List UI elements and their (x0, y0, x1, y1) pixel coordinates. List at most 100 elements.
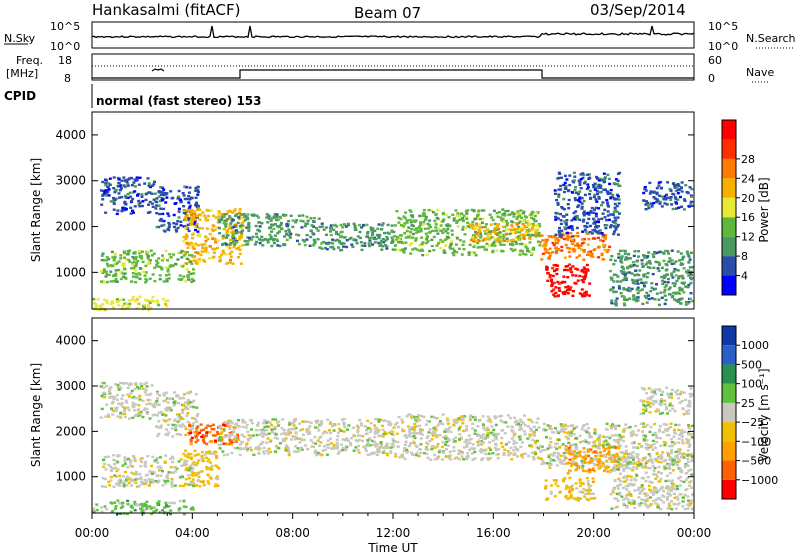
power-cell (222, 228, 226, 231)
power-cell (675, 279, 679, 283)
power-cell (113, 252, 117, 256)
velocity-cell (632, 441, 636, 444)
velocity-cell (489, 448, 493, 451)
velocity-cell (632, 446, 636, 449)
power-cell (402, 250, 406, 253)
velocity-cell (196, 413, 200, 416)
velocity-cell (673, 488, 677, 491)
power-cell (121, 305, 125, 308)
velocity-cell (585, 469, 589, 473)
power-cell (617, 202, 621, 205)
velocity-cell (488, 441, 491, 444)
velocity-cell (425, 441, 429, 444)
velocity-cell (373, 444, 377, 447)
power-cell (271, 239, 275, 242)
power-cell (132, 257, 136, 260)
date-title: 03/Sep/2014 (590, 1, 686, 19)
velocity-cell (354, 446, 358, 449)
velocity-cell (373, 435, 377, 439)
power-cell (532, 229, 536, 232)
velocity-cell (369, 430, 373, 434)
power-cell (217, 212, 221, 215)
velocity-cell (425, 436, 429, 440)
power-cell (592, 217, 595, 221)
velocity-cell (577, 465, 581, 468)
velocity-cell (471, 427, 475, 430)
power-cell (513, 248, 517, 251)
velocity-cell (327, 443, 331, 446)
power-cell (151, 205, 155, 208)
power-cell (583, 180, 587, 183)
velocity-cell (482, 423, 486, 427)
power-cell (618, 184, 622, 187)
power-cell (502, 212, 506, 215)
velocity-cell (682, 452, 686, 455)
velocity-cell (666, 451, 670, 454)
power-cell (102, 281, 106, 284)
power-cell (402, 215, 406, 218)
power-cell (115, 280, 118, 283)
power-cell (605, 190, 609, 193)
velocity-cell (164, 414, 168, 417)
power-cell (150, 299, 154, 302)
power-cell (619, 280, 623, 283)
power-cell (405, 229, 409, 233)
velocity-cell (308, 425, 312, 428)
power-cell (555, 237, 559, 240)
power-cell (435, 216, 439, 220)
power-cell (657, 184, 661, 187)
velocity-cell (499, 419, 503, 423)
velocity-cell (427, 420, 431, 423)
power-cell (646, 201, 650, 205)
velocity-cell (277, 447, 281, 450)
power-cell (247, 223, 251, 226)
power-cell (495, 223, 499, 227)
power-cell (627, 252, 630, 256)
power-cell (435, 244, 439, 247)
power-cell (690, 277, 694, 280)
velocity-cell (564, 435, 568, 438)
power-cell (218, 232, 222, 235)
power-cell (678, 298, 682, 301)
velocity-cell (131, 416, 135, 419)
power-cell (570, 238, 574, 242)
power-cell (566, 231, 569, 235)
velocity-cell (449, 430, 453, 434)
power-cell (540, 234, 544, 237)
power-cell (608, 269, 612, 273)
velocity-cell (391, 431, 395, 434)
velocity-cell (667, 488, 671, 491)
velocity-cell (363, 447, 367, 450)
velocity-cell (380, 444, 383, 447)
power-cell (578, 197, 582, 200)
power-cell (359, 241, 363, 244)
power-cell (663, 280, 667, 284)
power-cell (455, 250, 459, 254)
velocity-cell (244, 446, 248, 449)
velocity-cell (336, 431, 340, 434)
power-cell (554, 233, 558, 236)
power-cell (175, 230, 179, 233)
velocity-cell (401, 421, 405, 424)
velocity-cell (532, 457, 536, 460)
velocity-cell (575, 498, 579, 501)
velocity-cell (362, 445, 366, 448)
velocity-cell (479, 448, 483, 451)
velocity-cell (424, 423, 428, 426)
velocity-cell (407, 444, 411, 448)
velocity-cell (606, 452, 609, 456)
velocity-cell (640, 488, 644, 491)
velocity-cell (574, 453, 577, 456)
power-cell (611, 286, 615, 289)
velocity-cell (661, 494, 665, 497)
velocity-cell (659, 499, 663, 502)
power-cell (112, 176, 116, 179)
velocity-cell (459, 437, 463, 440)
power-cell (642, 273, 646, 277)
power-cell (558, 226, 561, 230)
power-cell (169, 256, 173, 259)
velocity-cell (486, 419, 490, 423)
velocity-cell (136, 385, 139, 389)
power-cell (301, 214, 305, 217)
velocity-cell (430, 445, 434, 448)
